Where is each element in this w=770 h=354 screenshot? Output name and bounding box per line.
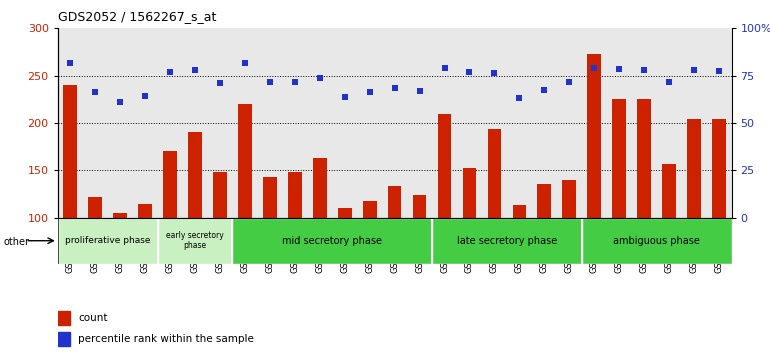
Bar	[58, 332, 70, 346]
Bar	[263, 177, 276, 218]
Bar	[513, 205, 526, 218]
Bar	[58, 312, 70, 325]
Bar	[288, 172, 302, 218]
Bar	[188, 132, 202, 218]
Bar	[338, 208, 352, 218]
Text: other: other	[4, 238, 30, 247]
Bar	[662, 164, 676, 218]
Bar	[388, 187, 401, 218]
Bar	[638, 99, 651, 218]
Bar	[313, 158, 326, 218]
Bar	[213, 172, 227, 218]
Bar	[233, 218, 432, 264]
Text: late secretory phase: late secretory phase	[457, 236, 557, 246]
Bar	[63, 85, 77, 218]
Text: early secretory
phase: early secretory phase	[166, 231, 224, 250]
Bar	[463, 169, 477, 218]
Bar	[437, 114, 451, 218]
Bar	[612, 99, 626, 218]
Bar	[363, 201, 377, 218]
Bar	[537, 184, 551, 218]
Bar	[58, 218, 158, 264]
Text: percentile rank within the sample: percentile rank within the sample	[78, 334, 254, 344]
Bar	[413, 195, 427, 218]
Bar	[113, 213, 127, 218]
Text: count: count	[78, 313, 108, 323]
Bar	[163, 152, 177, 218]
Text: ambiguous phase: ambiguous phase	[613, 236, 700, 246]
Bar	[487, 129, 501, 218]
Bar	[139, 204, 152, 218]
Bar	[712, 119, 726, 218]
Bar	[588, 54, 601, 218]
Bar	[158, 218, 233, 264]
Bar	[562, 180, 576, 218]
Text: mid secretory phase: mid secretory phase	[283, 236, 382, 246]
Bar	[238, 104, 252, 218]
Text: proliferative phase: proliferative phase	[65, 236, 150, 245]
Bar	[432, 218, 582, 264]
Bar	[687, 119, 701, 218]
Bar	[582, 218, 732, 264]
Bar	[89, 197, 102, 218]
Text: GDS2052 / 1562267_s_at: GDS2052 / 1562267_s_at	[58, 10, 216, 23]
